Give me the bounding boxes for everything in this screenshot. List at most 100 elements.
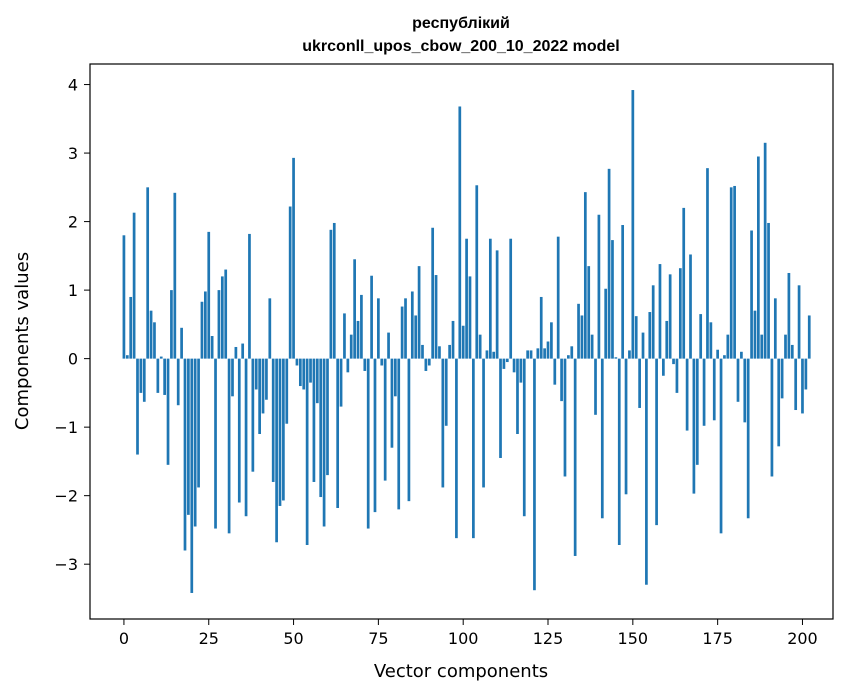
bar: [577, 303, 580, 359]
chart-title-line-2: ukrconll_upos_cbow_200_10_2022 model: [302, 38, 619, 55]
bar: [550, 322, 553, 359]
bar: [193, 358, 197, 527]
bar: [600, 358, 604, 519]
bar: [787, 272, 791, 359]
bar: [261, 358, 265, 414]
x-axis-label: Vector components: [374, 661, 548, 682]
bar: [488, 238, 492, 359]
bar: [590, 334, 594, 359]
bar: [373, 358, 377, 513]
bar: [346, 358, 350, 373]
bar: [624, 358, 628, 495]
bar: [404, 298, 407, 359]
bar: [645, 358, 648, 585]
bar: [353, 259, 356, 359]
bar: [326, 358, 329, 476]
x-tick-label: 50: [283, 629, 303, 648]
bar: [278, 358, 282, 506]
bar: [567, 355, 570, 359]
bar: [553, 358, 557, 385]
bar: [302, 358, 306, 390]
bar: [784, 334, 787, 359]
bar: [153, 322, 156, 359]
bar: [604, 288, 608, 359]
y-tick-label: 3: [68, 144, 78, 163]
bar: [651, 285, 655, 359]
bar: [668, 274, 672, 359]
bar: [641, 332, 645, 359]
bar: [672, 358, 675, 365]
bar: [339, 358, 343, 407]
bar: [336, 358, 340, 508]
bar: [468, 276, 472, 359]
bar: [539, 296, 543, 359]
bar: [370, 275, 373, 359]
bar: [648, 312, 652, 359]
bar: [719, 358, 723, 534]
bar: [309, 358, 312, 383]
bar: [634, 316, 638, 359]
bar: [163, 358, 166, 395]
bar: [509, 238, 513, 359]
bar: [315, 358, 319, 404]
bar: [716, 349, 720, 359]
bar: [621, 225, 625, 359]
bar: [234, 346, 238, 359]
bar: [573, 358, 577, 556]
bar: [658, 264, 662, 359]
bar: [472, 358, 475, 539]
plot-frame: [89, 63, 834, 620]
bar: [448, 344, 451, 359]
bar: [614, 357, 618, 359]
bar: [512, 358, 516, 373]
bar: [733, 185, 736, 359]
bar: [794, 358, 798, 411]
bar: [380, 358, 384, 366]
x-tick-label: 125: [533, 629, 564, 648]
bar: [125, 355, 129, 359]
bar: [699, 314, 703, 359]
bar: [628, 350, 631, 359]
bar: [410, 291, 414, 359]
bar: [526, 350, 530, 359]
bar: [723, 355, 726, 359]
bar: [505, 358, 509, 363]
bar: [244, 358, 248, 517]
bar: [583, 192, 587, 359]
bar: [142, 358, 146, 402]
y-axis: −3 −2 −1 0 1 2 3 4: [54, 76, 90, 574]
x-tick-label: 75: [368, 629, 388, 648]
bar: [682, 207, 686, 359]
bar: [159, 356, 163, 359]
bar: [777, 358, 781, 447]
bar: [136, 358, 139, 455]
x-tick-label: 200: [787, 629, 818, 648]
bar: [533, 358, 536, 591]
bar: [400, 306, 404, 359]
bar: [176, 358, 180, 406]
bar: [611, 240, 614, 359]
bar: [695, 358, 699, 465]
bar: [434, 275, 438, 359]
bar: [360, 294, 363, 359]
bar: [458, 106, 462, 359]
bar: [675, 358, 679, 393]
bar: [607, 168, 611, 359]
bar: [478, 334, 482, 359]
bar: [292, 157, 295, 359]
bar: [200, 301, 204, 359]
bar: [224, 269, 228, 359]
bar: [757, 156, 760, 359]
bar: [482, 358, 485, 488]
bar: [685, 358, 689, 431]
bar: [807, 315, 811, 359]
bar: [797, 285, 801, 359]
bar: [746, 358, 750, 519]
bar: [319, 358, 323, 498]
bar: [203, 291, 207, 359]
bar: [424, 358, 428, 371]
x-tick-label: 175: [702, 629, 733, 648]
bar: [248, 233, 251, 359]
bar: [712, 358, 716, 421]
bar: [706, 168, 709, 359]
